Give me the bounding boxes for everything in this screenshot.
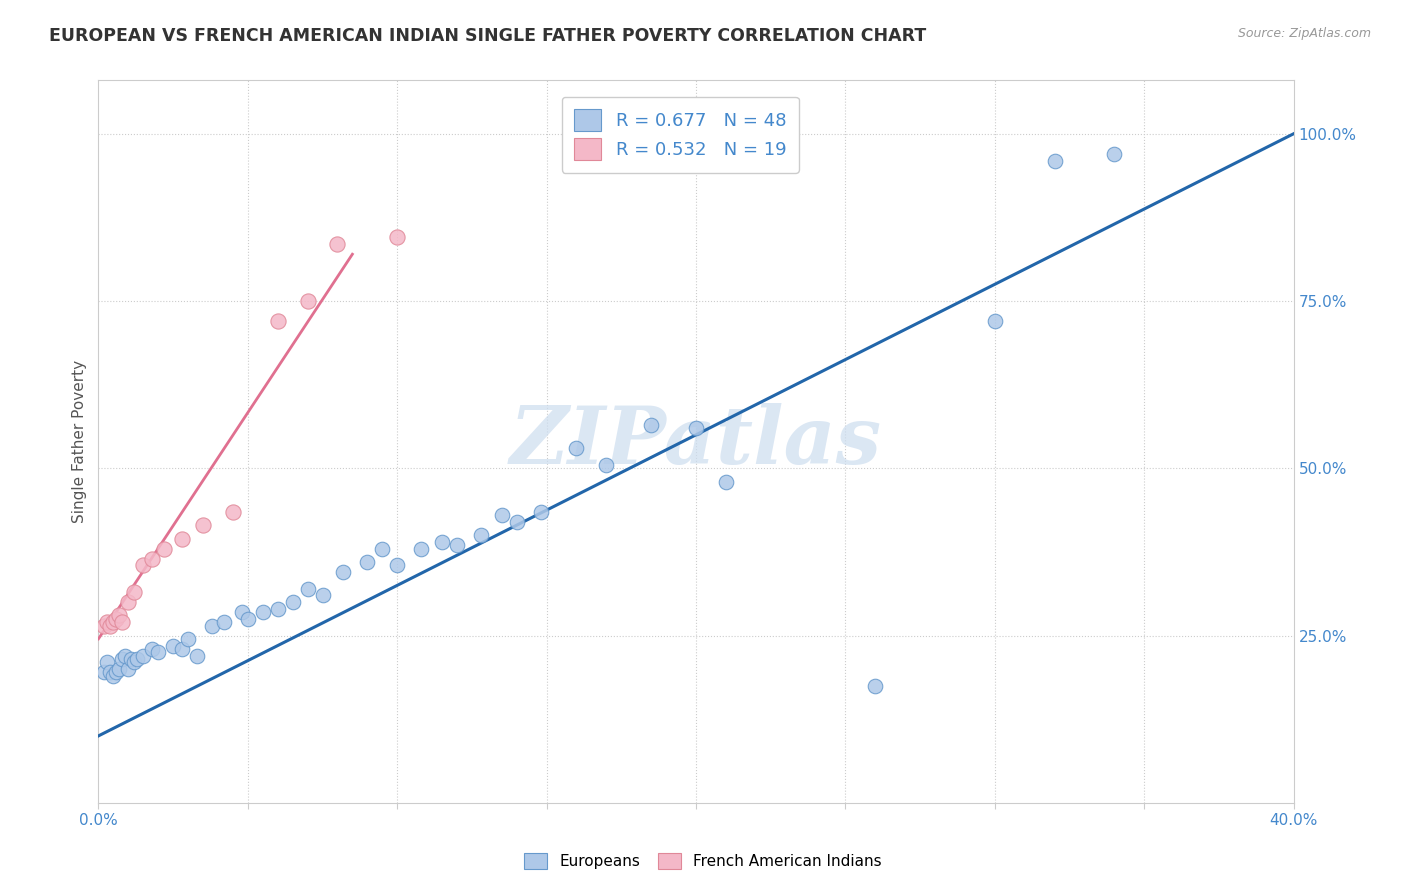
Point [124,585,146,599]
Point [127,652,149,666]
Y-axis label: Single Father Poverty: Single Father Poverty [72,360,87,523]
Point [114,648,136,663]
Point [430,534,453,549]
Point [103,669,125,683]
Point [108,608,131,623]
Point [714,475,737,489]
Point [595,458,617,472]
Point [108,662,131,676]
Point [111,652,134,666]
Point [565,442,588,455]
Legend: R = 0.677   N = 48, R = 0.532   N = 19: R = 0.677 N = 48, R = 0.532 N = 19 [561,96,799,173]
Point [132,558,155,573]
Point [191,518,214,533]
Point [297,582,319,596]
Point [212,615,235,630]
Point [98,618,122,632]
Point [281,595,304,609]
Point [93,665,115,680]
Point [506,515,529,529]
Point [201,618,224,632]
Point [148,645,170,659]
Point [111,615,134,630]
Point [446,538,468,552]
Point [172,642,194,657]
Point [640,417,662,432]
Point [105,665,128,680]
Point [141,642,163,657]
Point [297,294,319,309]
Text: ZIPatlas: ZIPatlas [510,403,882,480]
Point [177,632,200,646]
Point [470,528,492,542]
Legend: Europeans, French American Indians: Europeans, French American Indians [517,847,889,875]
Point [96,655,118,669]
Point [685,421,707,435]
Point [120,652,142,666]
Point [252,605,274,619]
Text: Source: ZipAtlas.com: Source: ZipAtlas.com [1237,27,1371,40]
Point [132,648,155,663]
Point [332,565,354,579]
Point [326,237,349,252]
Point [411,541,433,556]
Point [98,665,122,680]
Point [984,314,1007,328]
Point [267,314,290,328]
Point [1104,147,1126,161]
Point [231,605,253,619]
Point [530,505,553,519]
Point [371,541,394,556]
Point [162,639,184,653]
Point [96,615,118,630]
Point [103,615,125,630]
Point [385,558,409,573]
Point [311,589,333,603]
Point [1043,153,1066,168]
Point [105,612,128,626]
Point [93,618,115,632]
Point [222,505,245,519]
Point [385,230,409,244]
Point [267,602,290,616]
Point [124,655,146,669]
Point [356,555,378,569]
Point [141,551,163,566]
Point [117,662,139,676]
Point [172,532,194,546]
Text: EUROPEAN VS FRENCH AMERICAN INDIAN SINGLE FATHER POVERTY CORRELATION CHART: EUROPEAN VS FRENCH AMERICAN INDIAN SINGL… [49,27,927,45]
Point [186,648,208,663]
Point [491,508,513,523]
Point [153,541,176,556]
Point [236,612,259,626]
Point [865,679,887,693]
Point [117,595,139,609]
